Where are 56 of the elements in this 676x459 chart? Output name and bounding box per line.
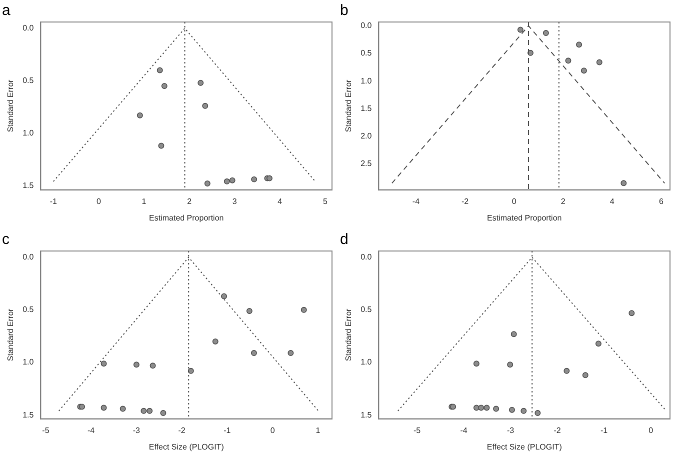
y-axis-title: Standard Error [6, 79, 16, 132]
chart-title: c [2, 231, 10, 248]
x-tick-label: -3 [132, 426, 141, 435]
x-tick-label: 0 [648, 426, 654, 435]
x-tick-label: 3 [232, 196, 238, 206]
x-tick-label: -1 [50, 196, 58, 206]
y-tick-label: 2.0 [360, 131, 372, 140]
y-axis-title: Standard Error [344, 308, 354, 362]
y-tick-label: 0.0 [360, 21, 372, 30]
x-tick-label: 0 [96, 196, 102, 206]
x-axis-title: Effect Size (PLOGIT) [148, 442, 224, 452]
y-tick-label: 1.5 [22, 180, 34, 190]
x-tick-label: 0 [270, 426, 276, 435]
chart-title: d [340, 231, 348, 248]
y-tick-label: 0.0 [360, 252, 372, 262]
y-axis-title: Standard Error [6, 308, 16, 362]
x-tick-label: 2 [187, 196, 192, 206]
y-tick-label: 1.0 [22, 128, 34, 138]
x-tick-label: -2 [461, 196, 470, 206]
x-tick-label: 0 [512, 196, 517, 206]
x-tick-label: 2 [560, 196, 566, 206]
y-tick-label: 2.5 [360, 159, 372, 168]
x-tick-label: 1 [316, 426, 321, 435]
y-tick-label: 0.0 [22, 23, 34, 32]
x-tick-label: -4 [412, 196, 420, 206]
y-tick-label: 0.5 [22, 76, 34, 85]
y-tick-label: 1.0 [360, 358, 372, 367]
x-tick-label: -5 [413, 426, 422, 435]
y-tick-label: 1.0 [22, 358, 34, 367]
x-tick-label: -1 [224, 426, 232, 435]
x-tick-label: -5 [42, 426, 50, 435]
x-tick-label: 4 [278, 196, 283, 206]
y-tick-label: 0.5 [360, 305, 372, 314]
y-axis-title: Standard Error [344, 79, 354, 132]
chart-title: a [2, 2, 11, 20]
x-tick-label: 4 [610, 196, 615, 206]
x-axis-title: Effect Size (PLOGIT) [486, 442, 562, 452]
x-tick-label: -2 [554, 426, 562, 435]
y-tick-label: 1.5 [360, 104, 372, 113]
y-tick-label: 1.5 [22, 410, 34, 420]
chart-title: b [340, 2, 348, 20]
x-tick-label: 1 [142, 196, 147, 206]
x-tick-label: -1 [600, 426, 608, 435]
y-tick-label: 0.5 [22, 305, 34, 314]
x-tick-label: -2 [178, 426, 186, 435]
y-tick-label: 0.5 [360, 48, 372, 58]
x-tick-label: -4 [460, 426, 468, 435]
y-tick-label: 1.0 [360, 76, 372, 86]
x-tick-label: -3 [507, 426, 515, 435]
y-tick-label: 1.5 [360, 410, 372, 420]
x-tick-label: -4 [88, 426, 96, 435]
x-tick-label: 6 [658, 196, 664, 206]
y-tick-label: 0.0 [22, 252, 34, 262]
x-axis-title: Estimated Proportion [487, 213, 562, 222]
x-axis-title: Estimated Proportion [149, 213, 224, 222]
x-tick-label: 5 [322, 196, 328, 206]
